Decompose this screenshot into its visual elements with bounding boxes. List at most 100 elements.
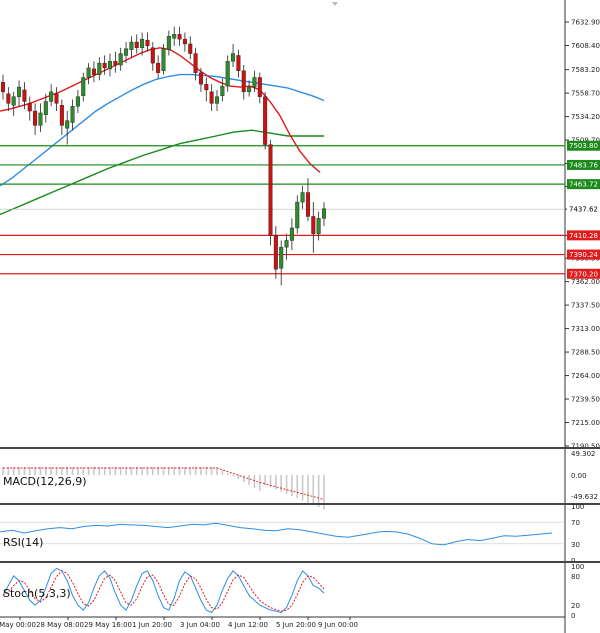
candle-body (49, 91, 54, 102)
candle-body (289, 227, 294, 241)
candle-body (241, 70, 246, 93)
resistance-tag-bg (567, 179, 600, 190)
candle-body (305, 192, 310, 217)
candle-body (59, 105, 64, 126)
horizontal-levels (0, 145, 565, 275)
macd-title: MACD(12,26,9) (3, 475, 87, 488)
resistance-tag-bg (567, 159, 600, 170)
main-plot-area (0, 0, 565, 448)
candle-body (172, 34, 177, 39)
price-tick-label: 7583.20 (571, 66, 600, 74)
candle-body (75, 96, 80, 107)
time-tick-label: 28 May 08:00 (36, 621, 84, 629)
ma-mid-line (0, 73, 325, 187)
candle-body (204, 84, 209, 91)
resistance-tag-bg (567, 140, 600, 151)
candle-body (188, 43, 193, 54)
stoch-tick-label: 20 (571, 602, 580, 610)
candle-body (145, 39, 150, 47)
price-tick-label: 7509.70 (571, 137, 600, 145)
candle-body (1, 82, 5, 93)
candle-body (198, 72, 203, 85)
macd-tick-label: 0.00 (571, 472, 587, 480)
price-tick-label: 7558.70 (571, 90, 600, 98)
candle-body (107, 60, 112, 70)
candle-body (257, 77, 262, 97)
support-tag: 7370.20 (569, 270, 598, 278)
current-price-tag-bg (567, 204, 600, 215)
candle-body (231, 53, 236, 62)
candle-body (220, 85, 225, 96)
candle-body (33, 110, 38, 126)
candle-body (156, 62, 161, 73)
time-tick-label: 1 Jun 20:00 (132, 621, 172, 629)
stoch-tick-label: 80 (571, 573, 580, 581)
resistance-tag: 7483.76 (569, 161, 598, 169)
support-tag-bg (567, 230, 600, 241)
candle-body (182, 38, 187, 45)
price-tick-label: 7239.50 (571, 396, 600, 404)
price-tick-label: 7288.50 (571, 349, 600, 357)
candle-body (129, 41, 134, 50)
support-tag: 7410.28 (569, 232, 598, 240)
support-tag: 7390.24 (569, 251, 598, 259)
candle-body (70, 106, 75, 123)
candle-body (311, 216, 316, 234)
time-tick-label: 27 May 00:00 (0, 621, 36, 629)
candle-body (27, 103, 32, 112)
candle-body (140, 38, 145, 48)
candle-body (124, 48, 129, 56)
rsi-tick-label: 100 (571, 503, 584, 511)
macd-signal-line (3, 467, 325, 500)
candle-body (268, 144, 273, 236)
candle-body (43, 101, 48, 116)
support-tag-bg (567, 249, 600, 260)
price-tags: 7503.80 7483.76 7463.72 7410.28 7390.24 7370.… (567, 140, 600, 279)
candle-body (118, 53, 123, 66)
stoch-title: Stoch(5,3,3) (3, 587, 71, 600)
stoch-k-line (2, 567, 325, 614)
rsi-line (0, 522, 553, 546)
resistance-tag: 7503.80 (569, 142, 598, 150)
candle-body (177, 34, 182, 40)
resistance-tag: 7463.72 (569, 181, 598, 189)
support-tag-bg (567, 268, 600, 279)
ma-slow-line (0, 129, 324, 216)
candle-body (102, 62, 107, 69)
rsi-title: RSI(14) (3, 536, 43, 549)
candle-body (209, 91, 214, 104)
candle-body (279, 246, 284, 269)
time-tick-label: 9 Jun 00:00 (318, 621, 358, 629)
candle-body (273, 235, 278, 270)
candle-body (97, 62, 102, 75)
price-tick-label: 7632.90 (571, 19, 600, 27)
macd-tick-label: 49.302 (571, 450, 596, 458)
candle-body (263, 96, 268, 145)
candle-body (252, 77, 257, 88)
price-tick-label: 7313.00 (571, 325, 600, 333)
candle-body (284, 240, 289, 248)
rsi-tick-label: 70 (571, 519, 580, 527)
candle-body (17, 86, 22, 97)
price-tick-label: 7337.50 (571, 302, 600, 310)
stoch-panel: 100 80 20 0 Stoch(5,3,3) (2, 563, 584, 620)
time-tick-label: 4 Jun 12:00 (228, 621, 268, 629)
time-tick-label: 3 Jun 04:00 (180, 621, 220, 629)
candle-body (54, 93, 59, 104)
candle-body (65, 120, 70, 129)
candle-body (11, 96, 16, 106)
candle-body (81, 77, 86, 96)
price-tick-label: 7190.50 (571, 443, 600, 451)
candle-body (150, 47, 155, 64)
candle-body (225, 60, 230, 87)
price-tick-label: 7608.40 (571, 42, 600, 50)
candle-body (166, 36, 171, 50)
candle-body (214, 96, 219, 104)
candle-body (6, 93, 11, 104)
rsi-tick-label: 30 (571, 541, 580, 549)
candle-body (38, 112, 43, 126)
candle-body (247, 86, 252, 93)
price-tick-label: 7362.00 (571, 278, 600, 286)
